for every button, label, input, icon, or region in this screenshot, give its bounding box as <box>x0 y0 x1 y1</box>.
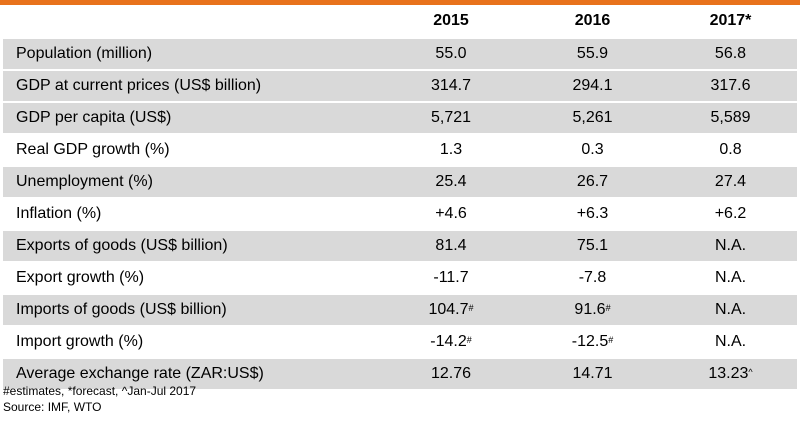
table-row: Population (million) 55.0 55.9 56.8 <box>3 38 797 71</box>
row-label: Population (million) <box>3 38 381 71</box>
period-mark: ^ <box>748 367 753 377</box>
value-2015-cell: 104.7# <box>381 294 521 327</box>
table-row: GDP at current prices (US$ billion) 314.… <box>3 70 797 103</box>
header-year-2016: 2016 <box>521 5 664 39</box>
table-row: Exports of goods (US$ billion) 81.4 75.1… <box>3 230 797 263</box>
table-row: Unemployment (%) 25.4 26.7 27.4 <box>3 166 797 199</box>
value-2017: 0.8 <box>664 134 797 167</box>
value-2017-cell: 13.23^ <box>664 358 797 391</box>
value-2015: 12.76 <box>381 358 521 391</box>
estimate-mark: # <box>468 303 474 313</box>
value-2016: 5,261 <box>521 102 664 135</box>
value-2016: 55.9 <box>521 38 664 71</box>
value-2017: 317.6 <box>664 70 797 103</box>
value-2016-cell: 91.6# <box>521 294 664 327</box>
header-label-cell <box>3 5 381 39</box>
footnote-estimates: #estimates, *forecast, ^Jan-Jul 2017 <box>3 384 197 398</box>
row-label: GDP at current prices (US$ billion) <box>3 70 381 103</box>
value-2017: 27.4 <box>664 166 797 199</box>
estimate-mark: # <box>605 303 611 313</box>
table-row: Imports of goods (US$ billion) 104.7# 91… <box>3 294 797 327</box>
row-label: GDP per capita (US$) <box>3 102 381 135</box>
value-2015: 104.7 <box>428 301 469 318</box>
value-2015: 55.0 <box>381 38 521 71</box>
table-row: Export growth (%) -11.7 -7.8 N.A. <box>3 262 797 295</box>
value-2015: +4.6 <box>381 198 521 231</box>
value-2015: 25.4 <box>381 166 521 199</box>
row-label: Real GDP growth (%) <box>3 134 381 167</box>
row-label: Unemployment (%) <box>3 166 381 199</box>
value-2016-cell: -12.5# <box>521 326 664 359</box>
value-2017: N.A. <box>664 262 797 295</box>
value-2017: N.A. <box>664 230 797 263</box>
value-2017: 56.8 <box>664 38 797 71</box>
header-year-2017: 2017* <box>664 5 797 39</box>
value-2016: -12.5 <box>571 333 609 350</box>
value-2015: 81.4 <box>381 230 521 263</box>
table-row: Import growth (%) -14.2# -12.5# N.A. <box>3 326 797 359</box>
header-year-2015: 2015 <box>381 5 521 39</box>
table-header-row: 2015 2016 2017* <box>3 5 797 39</box>
value-2015: 314.7 <box>381 70 521 103</box>
row-label: Imports of goods (US$ billion) <box>3 294 381 327</box>
value-2016: 91.6 <box>574 301 606 318</box>
value-2015: -14.2 <box>430 333 467 350</box>
estimate-mark: # <box>466 335 472 345</box>
value-2017: N.A. <box>664 326 797 359</box>
table-row: Inflation (%) +4.6 +6.3 +6.2 <box>3 198 797 231</box>
value-2017: N.A. <box>664 294 797 327</box>
row-label: Exports of goods (US$ billion) <box>3 230 381 263</box>
value-2015-cell: -14.2# <box>381 326 521 359</box>
economic-indicators-table: 2015 2016 2017* Population (million) 55.… <box>3 5 797 391</box>
value-2015: 5,721 <box>381 102 521 135</box>
table-row: Real GDP growth (%) 1.3 0.3 0.8 <box>3 134 797 167</box>
value-2016: 294.1 <box>521 70 664 103</box>
value-2016: +6.3 <box>521 198 664 231</box>
table-row: GDP per capita (US$) 5,721 5,261 5,589 <box>3 102 797 135</box>
value-2015: -11.7 <box>381 262 521 295</box>
value-2017: +6.2 <box>664 198 797 231</box>
value-2015: 1.3 <box>381 134 521 167</box>
value-2017: 5,589 <box>664 102 797 135</box>
value-2016: 75.1 <box>521 230 664 263</box>
value-2016: 26.7 <box>521 166 664 199</box>
table-row: Average exchange rate (ZAR:US$) 12.76 14… <box>3 358 797 391</box>
top-accent-bar <box>0 0 800 5</box>
row-label: Inflation (%) <box>3 198 381 231</box>
row-label: Average exchange rate (ZAR:US$) <box>3 358 381 391</box>
value-2016: 0.3 <box>521 134 664 167</box>
value-2017: 13.23 <box>708 365 749 382</box>
row-label: Export growth (%) <box>3 262 381 295</box>
footnote-source: Source: IMF, WTO <box>3 400 102 414</box>
value-2016: 14.71 <box>521 358 664 391</box>
row-label: Import growth (%) <box>3 326 381 359</box>
estimate-mark: # <box>608 335 614 345</box>
value-2016: -7.8 <box>521 262 664 295</box>
